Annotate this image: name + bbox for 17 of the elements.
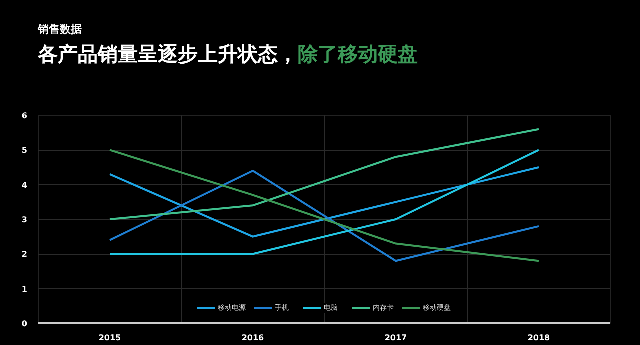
x-tick-label: 2018	[528, 334, 551, 342]
line-series	[109, 170, 540, 262]
y-tick-label: 3	[22, 216, 28, 224]
y-tick-label: 5	[22, 146, 28, 156]
x-tick-label: 2017	[384, 334, 408, 342]
chart-subtitle: 销售数据	[38, 22, 83, 38]
text: 除了移动硬盘	[298, 42, 418, 66]
chart-title: 各产品销量呈逐步上升状态，	[38, 42, 298, 66]
y-tick-label: 4	[22, 180, 28, 190]
line-series	[109, 128, 540, 220]
line-series	[109, 166, 540, 238]
y-tick-label: 6	[22, 112, 28, 120]
y-tick-label: 2	[22, 250, 28, 260]
y-tick-label: 1	[22, 284, 28, 294]
x-tick-label: 2015	[98, 334, 122, 342]
x-tick-label: 2016	[242, 334, 265, 342]
y-tick-label: 0	[22, 320, 28, 328]
